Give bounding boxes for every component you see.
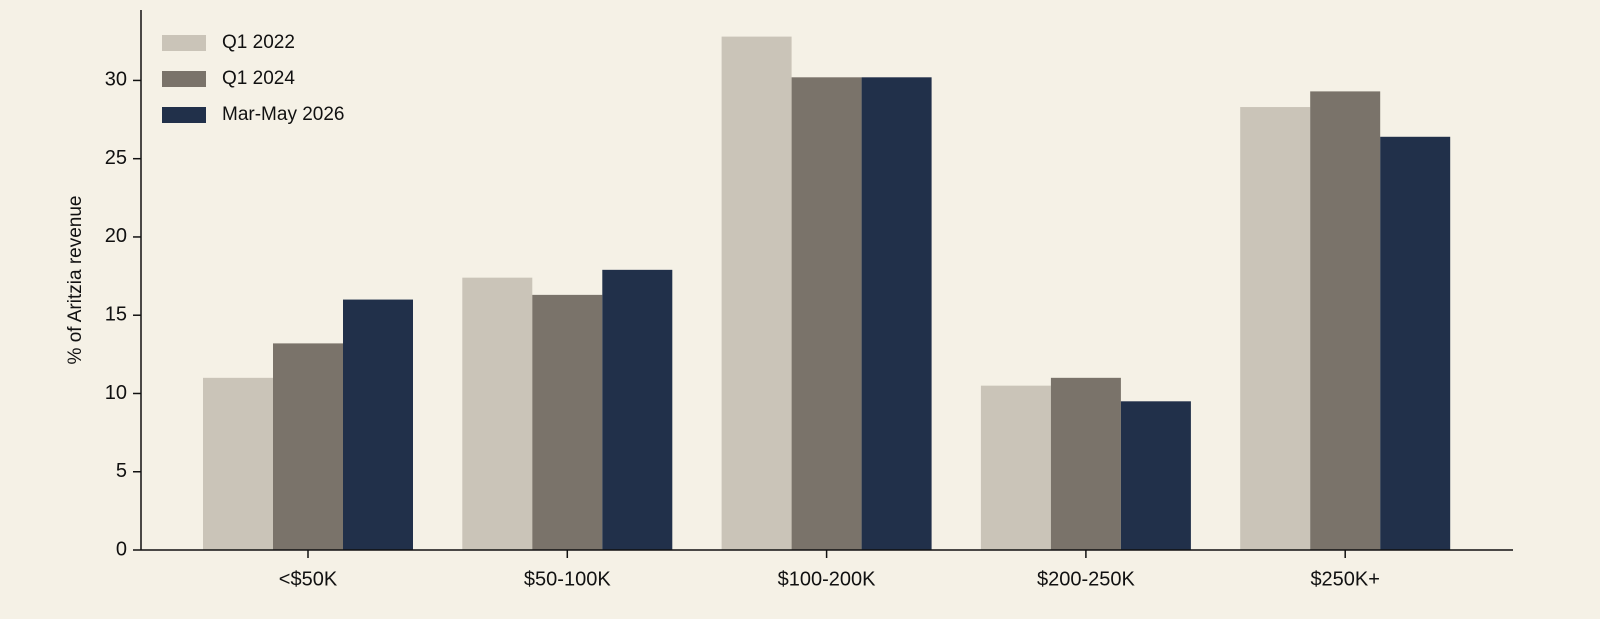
y-axis-label: % of Aritzia revenue — [65, 196, 86, 365]
bar — [980, 385, 1051, 550]
y-tick-label: 30 — [105, 69, 127, 91]
y-tick-label: 0 — [116, 538, 127, 560]
y-tick-label: 5 — [116, 460, 127, 482]
bar — [1050, 377, 1121, 550]
legend-swatch — [162, 71, 206, 87]
bar — [273, 343, 343, 550]
bar — [602, 269, 673, 550]
y-tick-label: 20 — [105, 225, 127, 247]
bar — [721, 36, 792, 550]
legend-label: Q1 2022 — [222, 32, 295, 53]
x-tick-label: <$50K — [279, 568, 338, 590]
bar — [532, 294, 603, 550]
x-tick-label: $250K+ — [1310, 568, 1380, 590]
bar — [1310, 91, 1381, 551]
bar — [343, 299, 413, 550]
bar — [791, 77, 862, 550]
y-tick-label: 25 — [105, 147, 127, 169]
bar — [462, 277, 533, 550]
legend-label: Q1 2024 — [222, 68, 295, 89]
legend-swatch — [162, 35, 206, 51]
legend-swatch — [162, 107, 206, 123]
x-tick-label: $100-200K — [778, 568, 877, 590]
y-tick-label: 10 — [105, 382, 127, 404]
bar — [203, 377, 273, 550]
x-tick-label: $200-250K — [1037, 568, 1136, 590]
bar — [1120, 401, 1191, 550]
x-tick-label: $50-100K — [524, 568, 611, 590]
bar — [1240, 107, 1311, 550]
y-tick-label: 15 — [105, 303, 127, 325]
bar — [1380, 136, 1451, 551]
bar — [861, 77, 932, 550]
legend-label: Mar-May 2026 — [222, 104, 345, 125]
